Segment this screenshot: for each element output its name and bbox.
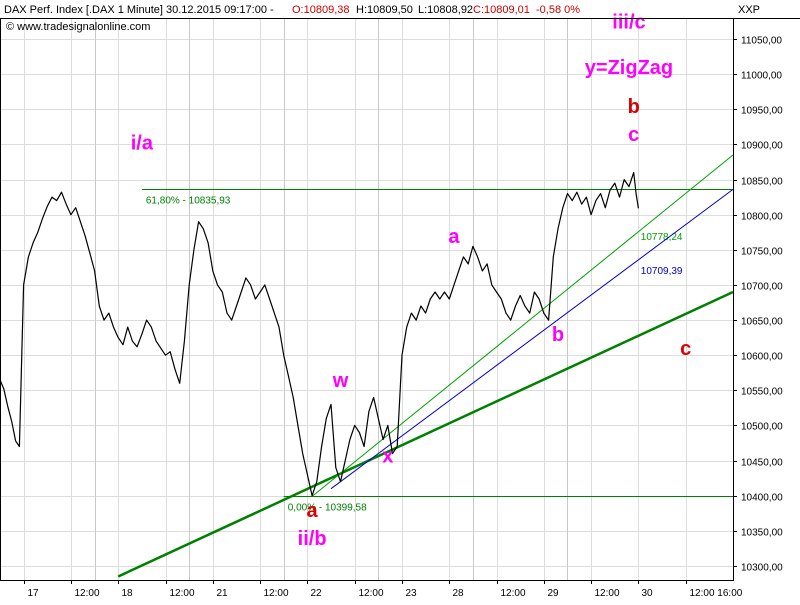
x-tick-label: 22 <box>311 588 323 599</box>
wave-label: y=ZigZag <box>585 57 673 79</box>
fib-level-label: 0,00% - 10399,58 <box>288 503 367 514</box>
y-tick-label: 11050,00 <box>741 36 782 47</box>
wave-label: b <box>628 96 640 118</box>
x-tick-label: 12:00 <box>75 588 100 599</box>
x-tick-label: 30 <box>642 588 654 599</box>
y-tick-label: 10400,00 <box>741 493 783 504</box>
trend-line-thick-green <box>117 290 734 578</box>
header-instrument: DAX Perf. Index [.DAX 1 Minute] 30.12.20… <box>4 4 274 16</box>
header-open: O:10809,38 <box>292 4 350 16</box>
wave-label: a <box>448 226 460 248</box>
x-tick-label: 12:00 <box>264 588 289 599</box>
y-tick-label: 10950,00 <box>741 106 783 117</box>
y-tick-label: 10850,00 <box>741 177 783 188</box>
fib-level-label: 61,80% - 10835,93 <box>146 196 231 207</box>
header-high: H:10809,50 <box>356 4 413 16</box>
y-tick-label: 11000,00 <box>741 71 782 82</box>
y-tick-label: 10750,00 <box>741 247 783 258</box>
wave-label: x <box>382 446 393 468</box>
trend-line-thin-green <box>311 154 734 497</box>
trend-line-label: 10709,39 <box>641 266 683 277</box>
x-tick-label: 12:00 <box>501 588 526 599</box>
y-tick-label: 10350,00 <box>741 528 783 539</box>
y-tick-label: 10800,00 <box>741 212 783 223</box>
axis-symbol: XXP <box>738 4 760 16</box>
x-tick-label: 12:00 16:00 <box>690 588 743 599</box>
wave-label: b <box>552 324 564 346</box>
copyright-text: © www.tradesignalonline.com <box>6 21 150 33</box>
wave-label: ii/b <box>298 528 327 550</box>
wave-label: i/a <box>131 132 154 154</box>
wave-label: c <box>680 338 691 360</box>
y-tick-label: 10450,00 <box>741 458 783 469</box>
y-tick-label: 10550,00 <box>741 387 783 398</box>
x-tick-label: 29 <box>548 588 560 599</box>
header-change: -0,58 0% <box>536 4 580 16</box>
x-tick-label: 23 <box>406 588 418 599</box>
x-tick-label: 17 <box>28 588 40 599</box>
y-tick-label: 10900,00 <box>741 141 783 152</box>
x-tick-label: 21 <box>217 588 229 599</box>
y-tick-label: 10300,00 <box>741 563 783 574</box>
x-tick-label: 28 <box>453 588 465 599</box>
y-tick-label: 10500,00 <box>741 422 783 433</box>
wave-label: a <box>307 500 319 522</box>
wave-label: w <box>332 370 349 392</box>
x-tick-label: 12:00 <box>595 588 620 599</box>
y-tick-label: 10700,00 <box>741 282 783 293</box>
trend-line-label: 10778,24 <box>641 232 683 243</box>
wave-label: iii/c <box>612 12 645 34</box>
header-low: L:10808,92 <box>418 4 473 16</box>
price-series-line <box>0 172 639 497</box>
header-close: C:10809,01 <box>473 4 530 16</box>
x-tick-label: 12:00 <box>359 588 384 599</box>
y-tick-label: 10650,00 <box>741 317 783 328</box>
x-tick-label: 18 <box>122 588 134 599</box>
y-tick-label: 10600,00 <box>741 352 783 363</box>
x-tick-label: 12:00 <box>170 588 195 599</box>
wave-label: c <box>628 124 639 146</box>
